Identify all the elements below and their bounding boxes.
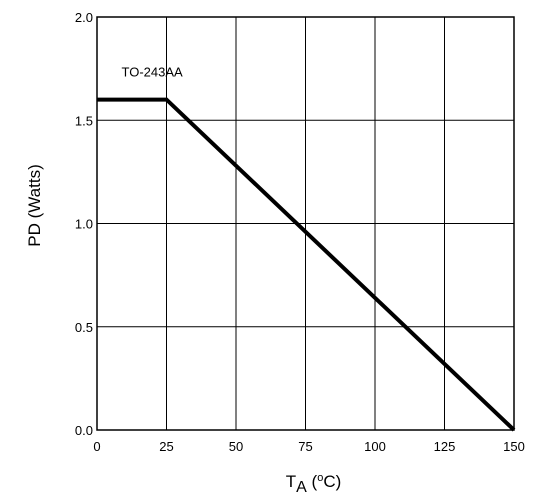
series-layer — [97, 97, 516, 432]
x-tick-label: 125 — [434, 439, 456, 454]
x-axis-title-open: ( — [307, 472, 318, 491]
plot-frame — [96, 16, 515, 431]
x-tick-label: 150 — [503, 439, 525, 454]
x-tick-label: 50 — [229, 439, 243, 454]
x-tick-label: 0 — [93, 439, 100, 454]
y-tick-label: 0.0 — [75, 423, 93, 438]
y-tick-label: 1.5 — [75, 113, 93, 128]
x-axis-title-unit: C) — [323, 472, 341, 491]
series-annotation: TO-243AA — [122, 65, 184, 80]
x-axis-title-main: T — [286, 472, 296, 491]
x-axis-title: TA (oC) — [286, 472, 342, 496]
y-tick-label: 0.5 — [75, 320, 93, 335]
y-axis-title: PD (Watts) — [25, 164, 44, 246]
y-tick-label: 1.0 — [75, 217, 93, 232]
x-tick-label: 75 — [298, 439, 312, 454]
series-line — [97, 97, 516, 432]
y-tick-label: 2.0 — [75, 10, 93, 25]
x-tick-label: 25 — [159, 439, 173, 454]
y-tick-labels: 0.0 0.5 1.0 1.5 2.0 — [75, 10, 93, 438]
x-tick-labels: 0 25 50 75 100 125 150 — [93, 439, 524, 454]
x-tick-label: 100 — [364, 439, 386, 454]
x-axis-title-superscript: o — [317, 472, 323, 484]
x-axis-title-subscript: A — [296, 479, 307, 496]
